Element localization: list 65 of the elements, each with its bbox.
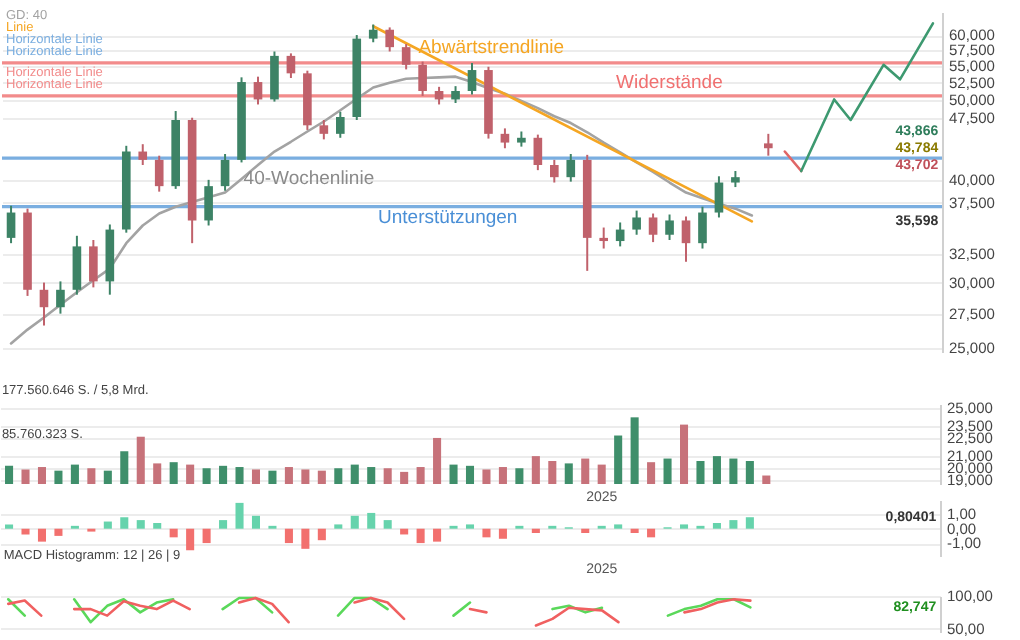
annotation: 40-Wochenlinie <box>243 167 375 190</box>
annotation: Unterstützungen <box>378 207 518 230</box>
candlestick <box>632 209 641 236</box>
bar <box>136 520 145 529</box>
bar <box>301 528 310 549</box>
candlestick <box>698 205 707 250</box>
candlestick <box>500 127 510 150</box>
bar <box>482 528 491 538</box>
candlestick <box>56 280 65 315</box>
candlestick <box>72 234 82 296</box>
bar <box>37 528 47 542</box>
candlestick <box>467 61 477 96</box>
bar <box>54 528 63 536</box>
bar <box>498 528 507 539</box>
bar <box>153 522 162 529</box>
candlestick <box>599 226 609 250</box>
candlestick <box>401 43 411 71</box>
candlestick <box>138 143 148 166</box>
bar <box>186 528 195 551</box>
bar <box>317 528 326 541</box>
annotation: Widerstände <box>616 72 723 95</box>
bar <box>120 517 129 529</box>
bar <box>531 528 540 534</box>
bar <box>416 528 425 544</box>
candlestick <box>39 281 49 327</box>
candlestick <box>566 153 576 183</box>
bar <box>21 528 30 535</box>
candlestick <box>385 26 395 53</box>
bar <box>367 512 376 529</box>
bar <box>383 520 392 529</box>
candlestick <box>764 132 773 157</box>
candlestick <box>714 175 724 219</box>
bar <box>235 502 244 529</box>
candlestick <box>335 110 345 139</box>
candlestick <box>533 133 543 172</box>
bar <box>745 517 754 529</box>
bar <box>630 528 639 534</box>
candlestick <box>270 50 279 103</box>
candlestick <box>253 75 263 106</box>
candlestick <box>681 215 691 263</box>
bar <box>712 522 721 529</box>
candlestick <box>286 52 296 79</box>
candlestick <box>648 212 658 244</box>
candlestick <box>665 213 674 241</box>
bar <box>433 528 442 542</box>
candlestick <box>220 153 230 192</box>
bar <box>647 528 656 538</box>
annotation: Abwärtstrendlinie <box>418 37 565 60</box>
bar <box>103 521 112 529</box>
candlestick <box>6 204 16 245</box>
bar <box>729 520 738 529</box>
candlestick <box>418 60 427 97</box>
bar <box>581 528 590 534</box>
bar <box>202 528 211 544</box>
candlestick <box>154 154 164 193</box>
bar <box>284 528 293 544</box>
bar <box>251 515 261 529</box>
candlestick <box>319 118 329 141</box>
candlestick <box>89 238 98 289</box>
line-series <box>799 22 935 173</box>
bar <box>219 520 228 529</box>
candlestick <box>549 158 559 184</box>
bar <box>169 528 178 538</box>
candlestick <box>204 178 213 227</box>
bar <box>350 515 359 529</box>
